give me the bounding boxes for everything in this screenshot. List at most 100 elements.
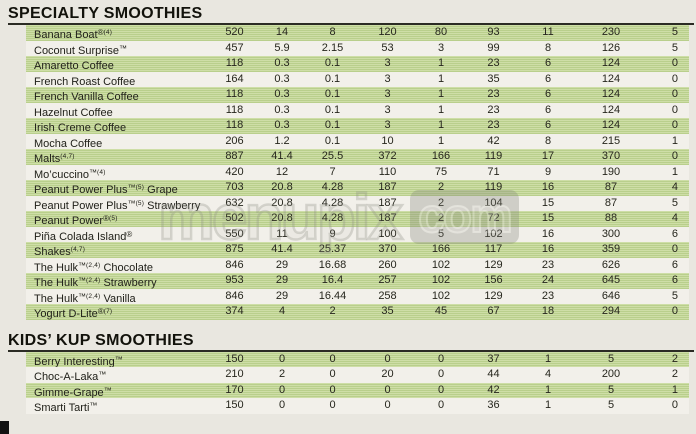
nutrition-value: 24 (541, 274, 555, 286)
nutrition-value: 0.3 (274, 57, 290, 69)
item-name: Hazelnut Coffee (34, 106, 113, 119)
nutrition-value: 124 (601, 103, 621, 116)
nutrition-value: 6 (544, 88, 552, 100)
nutrition-value: 118 (225, 119, 244, 131)
nutrition-value: 0 (384, 352, 391, 365)
nutrition-value: 6 (544, 119, 552, 131)
item-name: Piña Colada Island (34, 230, 127, 243)
nutrition-value: 87 (604, 181, 618, 193)
table-row: Mocha Coffee 206 1.2 0.1 10 1 42 8 215 1 (26, 133, 689, 149)
nutrition-value: 102 (484, 227, 503, 240)
trademark-symbol: ™ (114, 354, 123, 364)
nutrition-value: 0.3 (274, 88, 290, 100)
trademark-symbol: ® (97, 307, 104, 316)
nutrition-value: 0 (384, 399, 391, 411)
nutrition-value: 150 (225, 399, 244, 411)
nutrition-value: 25.5 (321, 150, 344, 162)
nutrition-value: 99 (487, 41, 500, 54)
section-specialty-smoothies: SPECIALTY SMOOTHIES Banana Boat®(4) 520 1… (8, 5, 694, 320)
nutrition-value: 6 (544, 57, 552, 69)
nutrition-value: 1 (437, 57, 445, 69)
nutrition-value: 0 (437, 383, 445, 396)
nutrition-value: 0 (671, 243, 678, 255)
nutrition-value: 550 (225, 227, 244, 240)
nutrition-value: 0 (671, 119, 678, 131)
trademark-symbol: ™ (78, 260, 87, 270)
nutrition-value: 118 (225, 103, 244, 116)
table-row: Smarti Tarti™ 150 0 0 0 0 36 1 5 0 (26, 398, 689, 414)
footnote-reference: (2,4) (86, 277, 101, 284)
nutrition-value: 6 (544, 103, 552, 116)
nutrition-value: 626 (601, 258, 621, 271)
item-name-cell: Yogurt D-Lite®(7) (26, 304, 210, 320)
nutrition-value: 3 (384, 103, 391, 116)
table-row: Peanut Power Plus™(5) Strawberry 632 20.8… (26, 195, 689, 211)
nutrition-value: 67 (487, 305, 500, 317)
trademark-symbol: ™ (127, 198, 136, 208)
nutrition-value: 359 (601, 243, 621, 255)
footnote-reference: (7) (103, 308, 113, 315)
nutrition-value: 118 (225, 88, 244, 100)
item-name: Shakes (34, 246, 71, 258)
item-name: Peanut Power (34, 215, 104, 227)
table-row: Irish Creme Coffee 118 0.3 0.1 3 1 23 6 124 0 (26, 118, 689, 134)
item-name-cell: Peanut Power®(5) (26, 211, 210, 227)
nutrition-value: 4.28 (321, 212, 344, 224)
item-name: French Vanilla Coffee (34, 91, 139, 103)
nutrition-value: 29 (275, 258, 289, 271)
section-title: KIDS’ KUP SMOOTHIES (8, 331, 194, 349)
table-row: Malts(4,7) 887 41.4 25.5 372 166 119 17 370 0 (26, 149, 689, 165)
nutrition-value: 0 (278, 352, 286, 365)
item-name-cell: Irish Creme Coffee (26, 118, 210, 134)
nutrition-value: 0 (671, 150, 678, 162)
nutrition-value: 5 (671, 289, 678, 302)
nutrition-value: 846 (225, 258, 244, 271)
nutrition-value: 3 (384, 72, 391, 85)
table-row: Yogurt D-Lite®(7) 374 4 2 35 45 67 18 294 0 (26, 304, 689, 320)
trademark-symbol: ™ (89, 401, 98, 410)
item-name-cell: Coconut Surprise™ (26, 41, 210, 57)
nutrition-value: 126 (601, 41, 621, 54)
nutrition-value: 87 (604, 196, 618, 209)
nutrition-value: 187 (378, 181, 397, 193)
nutrition-value: 846 (225, 289, 244, 302)
nutrition-value: 5 (607, 383, 615, 396)
table-row: Piña Colada Island® 550 11 9 100 5 102 16 300 6 (26, 226, 689, 243)
nutrition-value: 20 (381, 368, 394, 380)
table-row: Amaretto Coffee 118 0.3 0.1 3 1 23 6 124 0 (26, 56, 689, 72)
item-name: Berry Interesting (34, 355, 115, 368)
table-row: Coconut Surprise™ 457 5.9 2.15 53 3 99 8 126 5 (26, 40, 689, 57)
nutrition-value: 4 (544, 368, 552, 380)
item-name-cell: Berry Interesting™ (26, 352, 210, 368)
nutrition-value: 187 (378, 196, 397, 209)
nutrition-value: 100 (378, 227, 397, 240)
nutrition-value: 0.1 (324, 57, 341, 69)
footnote-reference: (5) (135, 199, 145, 207)
nutrition-value: 119 (484, 150, 503, 162)
nutrition-value: 164 (225, 72, 244, 85)
nutrition-value: 12 (275, 165, 289, 178)
table-row: Gimme-Grape™ 170 0 0 0 0 42 1 5 1 (26, 382, 689, 398)
nutrition-value: 5 (671, 26, 678, 38)
nutrition-value: 53 (381, 41, 394, 54)
item-name: The Hulk (34, 261, 79, 274)
nutrition-value: 118 (225, 57, 244, 69)
footnote-reference: (2,4) (86, 261, 101, 269)
nutrition-value: 45 (434, 305, 448, 317)
footnote-reference: (2,4) (86, 292, 101, 300)
table-row: Choc-A-Laka™ 210 2 0 20 0 44 4 200 2 (26, 367, 689, 383)
nutrition-value: 15 (541, 196, 555, 209)
nutrition-value: 75 (434, 165, 448, 178)
trademark-symbol: ® (97, 28, 104, 37)
nutrition-value: 11 (276, 227, 288, 240)
nutrition-value: 0 (278, 399, 286, 411)
table-row: Peanut Power®(5) 502 20.8 4.28 187 2 72 15 88 4 (26, 211, 689, 227)
nutrition-value: 2 (437, 212, 445, 224)
section-rows: Banana Boat®(4) 520 14 8 120 80 93 11 230 5 Coco… (26, 25, 689, 320)
item-name: The Hulk (34, 277, 79, 289)
nutrition-value: 0 (437, 368, 445, 380)
nutrition-value: 0 (671, 305, 678, 317)
nutrition-value: 37 (487, 352, 500, 365)
nutrition-value: 0.1 (324, 103, 341, 116)
trademark-symbol: ™ (98, 370, 107, 379)
